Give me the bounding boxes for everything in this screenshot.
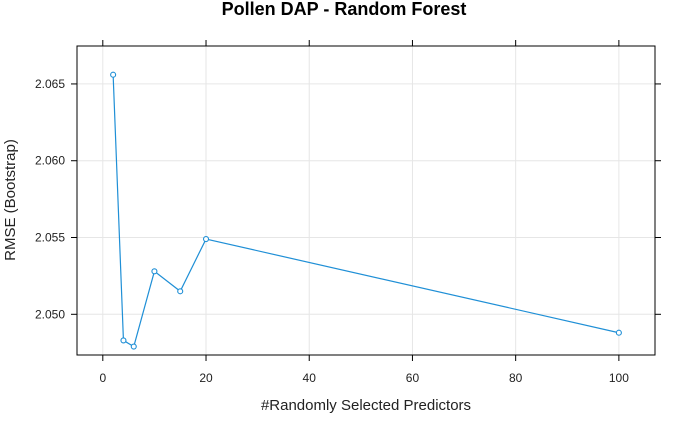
y-tick-label: 2.060 — [35, 154, 65, 168]
y-axis-label: RMSE (Bootstrap) — [2, 139, 19, 261]
plot-frame — [76, 45, 656, 356]
x-tick-label: 80 — [509, 371, 523, 385]
x-tick-label: 40 — [303, 371, 317, 385]
ticks: 0 20 40 60 80 100 2.050 2.055 2.060 2.065 — [35, 40, 661, 385]
data-point — [120, 337, 127, 344]
data-point — [202, 235, 210, 243]
grid — [77, 46, 655, 355]
x-tick-label: 20 — [199, 371, 213, 385]
y-tick-label: 2.055 — [35, 231, 65, 245]
series-line — [112, 74, 620, 348]
x-tick-label: 0 — [99, 371, 106, 385]
data-point — [177, 288, 184, 295]
y-tick-label: 2.050 — [35, 307, 65, 321]
x-tick-label: 60 — [406, 371, 420, 385]
data-point — [615, 329, 622, 336]
series — [110, 71, 622, 350]
x-axis-label: #Randomly Selected Predictors — [261, 397, 471, 414]
x-tick-label: 100 — [609, 371, 629, 385]
data-point — [110, 71, 117, 78]
data-point — [130, 343, 137, 350]
data-point — [151, 268, 158, 275]
chart-title: Pollen DAP - Random Forest — [222, 0, 467, 19]
y-tick-label: 2.065 — [35, 77, 65, 91]
